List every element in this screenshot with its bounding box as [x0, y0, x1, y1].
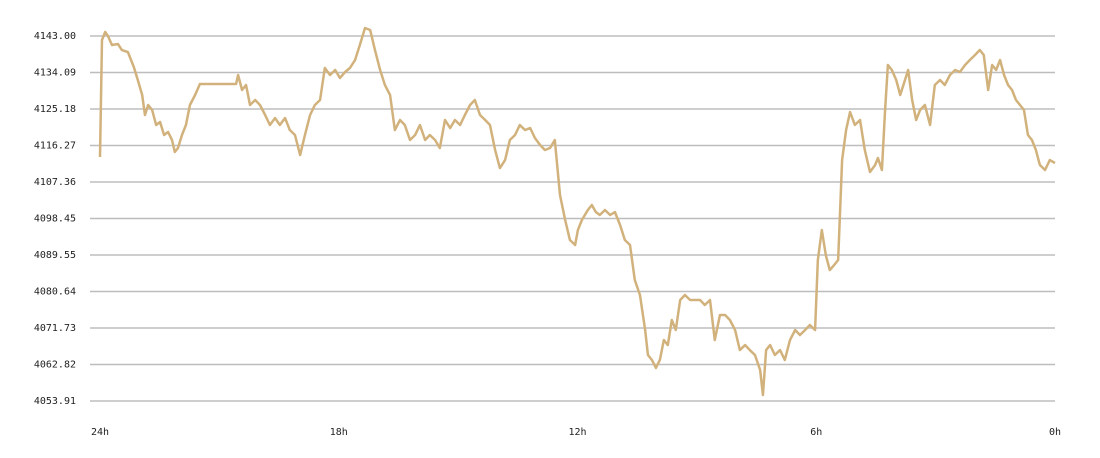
- y-tick-label: 4062.82: [34, 359, 76, 370]
- y-tick-label: 4071.73: [34, 323, 76, 334]
- price-line: [98, 26, 1056, 397]
- y-tick-label: 4080.64: [34, 286, 76, 297]
- y-tick-label: 4053.91: [34, 396, 76, 407]
- x-tick-label: 24h: [91, 427, 109, 438]
- x-tick-label: 0h: [1049, 427, 1061, 438]
- y-tick-label: 4107.36: [34, 177, 76, 188]
- y-tick-label: 4098.45: [34, 214, 76, 225]
- y-tick-label: 4089.55: [34, 250, 76, 261]
- x-tick-label: 12h: [568, 427, 586, 438]
- x-tick-label: 18h: [330, 427, 348, 438]
- y-tick-label: 4143.00: [34, 31, 76, 42]
- y-tick-label: 4134.09: [34, 68, 76, 79]
- y-tick-label: 4125.18: [34, 104, 76, 115]
- x-tick-label: 6h: [810, 427, 822, 438]
- y-tick-label: 4116.27: [34, 141, 76, 152]
